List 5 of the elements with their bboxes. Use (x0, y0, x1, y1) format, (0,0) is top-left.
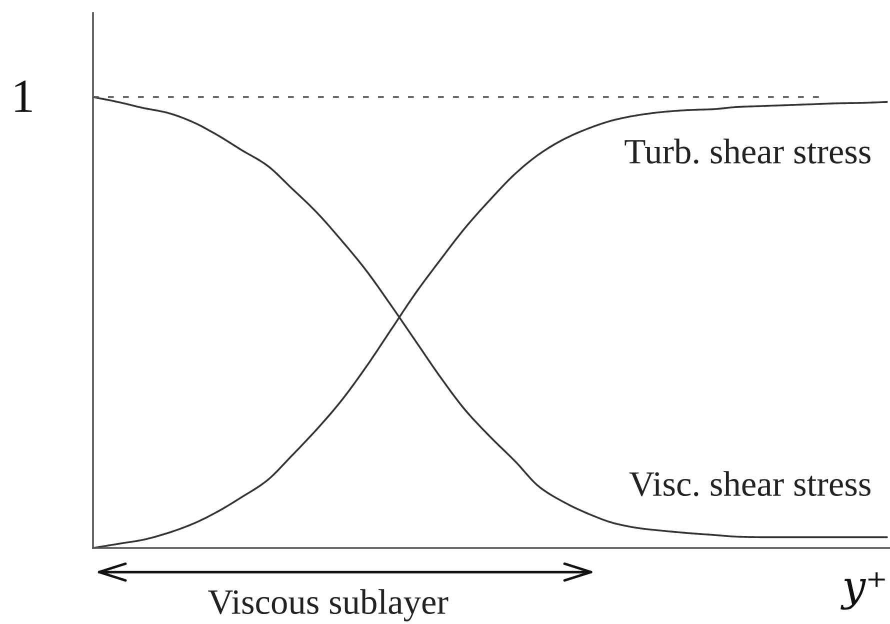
x-axis-title: y⁺ (840, 572, 885, 610)
text: Viscous sublayer (208, 589, 448, 622)
series-label: Turb. shear stress (624, 138, 870, 164)
series-label: Visc. shear stress (629, 471, 870, 496)
ref-line-label: 1 (15, 80, 32, 112)
